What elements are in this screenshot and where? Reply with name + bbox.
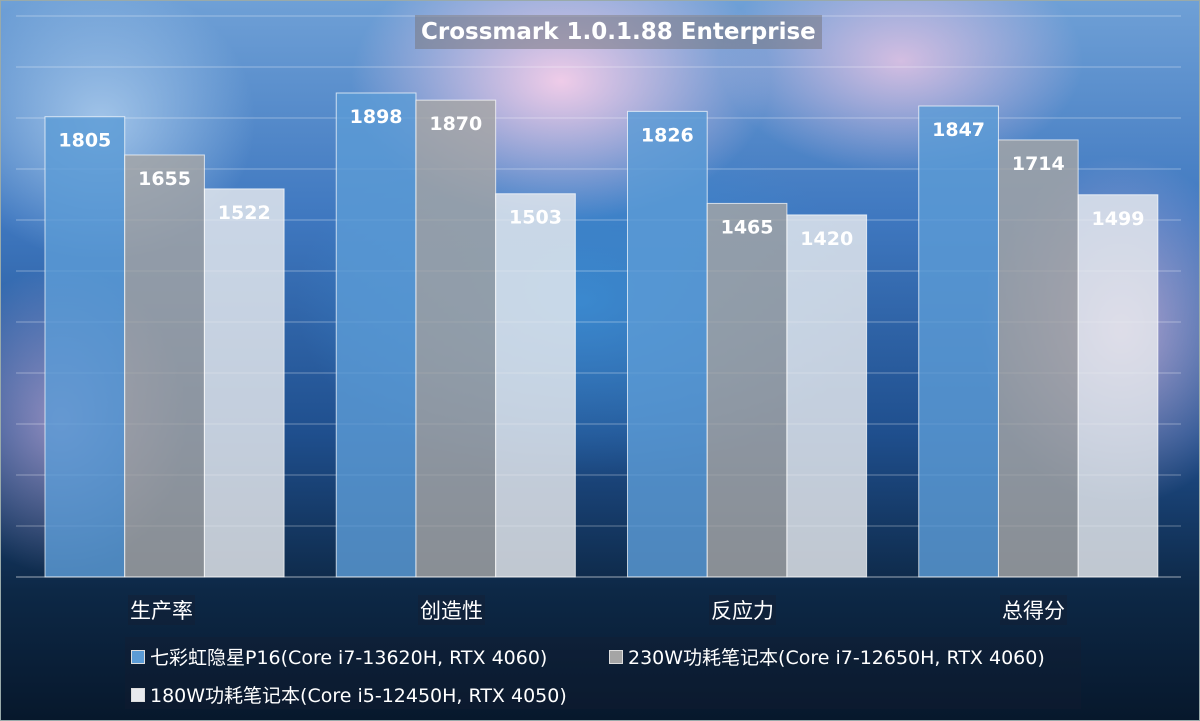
data-label: 1805: [58, 130, 111, 152]
legend-swatch: [131, 687, 145, 702]
category-label: 生产率: [128, 595, 195, 625]
bar: [786, 214, 868, 578]
bar: [44, 116, 126, 578]
legend-label: 230W功耗笔记本(Core i7-12650H, RTX 4060): [628, 647, 1045, 669]
legend-label: 七彩虹隐星P16(Core i7-13620H, RTX 4060): [150, 647, 548, 669]
category-label: 反应力: [709, 595, 776, 625]
category-label: 总得分: [1000, 595, 1067, 625]
legend-swatch: [131, 649, 145, 664]
bar: [415, 99, 497, 578]
data-label: 1499: [1092, 208, 1145, 230]
legend-item: 180W功耗笔记本(Core i5-12450H, RTX 4050): [131, 681, 567, 708]
data-label: 1465: [721, 216, 774, 238]
bar: [706, 202, 788, 578]
data-label: 1655: [138, 168, 191, 190]
bar: [203, 188, 285, 578]
legend-item: 七彩虹隐星P16(Core i7-13620H, RTX 4060): [131, 643, 547, 670]
data-label: 1522: [218, 202, 271, 224]
category-label: 创造性: [418, 595, 485, 625]
legend: 七彩虹隐星P16(Core i7-13620H, RTX 4060) 230W功…: [125, 637, 1081, 709]
bar: [918, 105, 999, 578]
data-label: 1898: [350, 106, 403, 128]
legend-swatch: [609, 649, 623, 664]
data-label: 1847: [932, 119, 985, 141]
legend-label: 180W功耗笔记本(Core i5-12450H, RTX 4050): [150, 685, 567, 707]
data-label: 1826: [641, 124, 694, 146]
bar: [1077, 194, 1159, 578]
bar: [335, 92, 417, 578]
legend-item: 230W功耗笔记本(Core i7-12650H, RTX 4060): [609, 643, 1045, 670]
data-label: 1870: [429, 113, 482, 135]
data-label: 1420: [800, 228, 853, 250]
bar: [495, 193, 576, 578]
data-label: 1714: [1012, 153, 1065, 175]
bar: [124, 154, 205, 578]
chart-title: Crossmark 1.0.1.88 Enterprise: [415, 15, 822, 49]
bar: [997, 139, 1079, 578]
bar: [627, 110, 708, 578]
data-label: 1503: [509, 207, 562, 229]
